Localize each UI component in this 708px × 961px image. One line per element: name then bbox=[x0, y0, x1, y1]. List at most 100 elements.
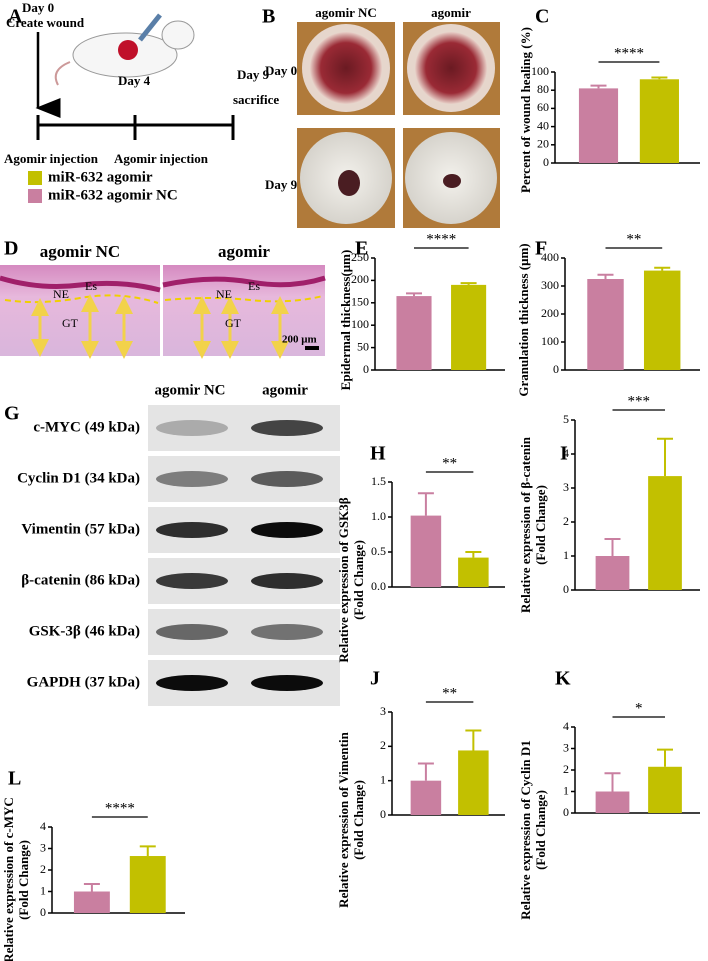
row-label: GSK-3β (46 kDa) bbox=[29, 623, 140, 639]
error-bar bbox=[590, 84, 607, 89]
column-label: agomir NC bbox=[315, 5, 377, 20]
column-label: agomir bbox=[431, 5, 471, 20]
error-bar bbox=[597, 273, 614, 279]
y-tick-label: 400 bbox=[541, 250, 559, 264]
y-tick-label: 300 bbox=[541, 278, 559, 292]
y-tick-label: 80 bbox=[537, 82, 549, 96]
bar bbox=[396, 296, 432, 370]
error-bar bbox=[417, 762, 434, 781]
error-bar bbox=[651, 76, 668, 80]
y-axis-label: (Fold Change) bbox=[351, 780, 366, 860]
y-tick-label: 4 bbox=[563, 446, 569, 460]
row-label: c-MYC (49 kDa) bbox=[33, 419, 140, 435]
y-axis-label: Relative expression of c-MYC bbox=[1, 797, 16, 961]
panel-label: C bbox=[535, 6, 549, 28]
bar bbox=[451, 284, 487, 370]
panel-label: L bbox=[8, 768, 21, 790]
bar bbox=[129, 856, 166, 913]
y-tick-label: 100 bbox=[351, 317, 369, 331]
timeline-text: Day 4 bbox=[118, 73, 151, 88]
legend-swatch bbox=[28, 171, 42, 185]
error-bar bbox=[657, 748, 673, 767]
y-axis-label: Relative expression of Vimentin bbox=[336, 731, 351, 907]
timeline-text: Day 0 bbox=[22, 0, 54, 15]
histo-label: GT bbox=[62, 316, 79, 330]
y-tick-label: 0 bbox=[40, 905, 46, 919]
y-tick-label: 5 bbox=[563, 412, 569, 426]
y-tick-label: 100 bbox=[531, 64, 549, 78]
blot-band bbox=[251, 420, 323, 436]
bar bbox=[648, 766, 682, 813]
histo-label: Es bbox=[248, 279, 260, 293]
y-tick-label: 1 bbox=[563, 548, 569, 562]
panel-label: I bbox=[560, 443, 568, 465]
y-tick-label: 0 bbox=[563, 805, 569, 819]
significance-label: **** bbox=[105, 800, 135, 816]
significance-label: *** bbox=[628, 393, 651, 409]
timeline-text: Create wound bbox=[6, 15, 85, 30]
legend-swatch bbox=[28, 189, 42, 203]
legend-label: miR-632 agomir bbox=[48, 169, 153, 185]
significance-label: ** bbox=[626, 231, 641, 247]
blot-band bbox=[156, 675, 228, 691]
legend-label: miR-632 agomir NC bbox=[48, 187, 178, 203]
column-label: agomir bbox=[262, 382, 308, 398]
y-tick-label: 0 bbox=[553, 362, 559, 376]
row-label: Cyclin D1 (34 kDa) bbox=[17, 470, 140, 486]
bar bbox=[458, 750, 489, 815]
y-tick-label: 3 bbox=[40, 840, 46, 854]
significance-label: * bbox=[635, 700, 643, 716]
bar bbox=[578, 88, 619, 163]
bar bbox=[73, 891, 110, 913]
error-bar bbox=[657, 437, 673, 477]
y-tick-label: 60 bbox=[537, 100, 549, 114]
y-tick-label: 3 bbox=[563, 740, 569, 754]
image-title: agomir bbox=[218, 242, 270, 261]
panel-label: D bbox=[4, 238, 18, 260]
blot-band bbox=[156, 522, 228, 538]
y-tick-label: 3 bbox=[563, 480, 569, 494]
y-tick-label: 1 bbox=[40, 883, 46, 897]
histo-label: Es bbox=[85, 279, 97, 293]
y-tick-label: 2 bbox=[40, 862, 46, 876]
error-bar bbox=[465, 729, 482, 751]
y-tick-label: 150 bbox=[351, 295, 369, 309]
error-bar bbox=[604, 772, 621, 792]
bar bbox=[410, 780, 442, 815]
y-tick-label: 40 bbox=[537, 118, 549, 132]
y-tick-label: 1.0 bbox=[371, 509, 386, 523]
row-label: Vimentin (57 kDa) bbox=[21, 521, 140, 537]
y-axis-label: (Fold Change) bbox=[533, 790, 548, 870]
error-bar bbox=[465, 551, 482, 558]
y-tick-label: 0.5 bbox=[371, 544, 386, 558]
blot-band bbox=[156, 573, 228, 589]
y-axis-label: Granulation thickness (μm) bbox=[516, 243, 531, 396]
blot-band bbox=[251, 573, 323, 589]
timeline-text: sacrifice bbox=[233, 92, 279, 107]
blot-band bbox=[251, 471, 323, 487]
y-tick-label: 50 bbox=[357, 339, 369, 353]
y-axis-label: Percent of wound healing (%) bbox=[518, 27, 533, 193]
blot-band bbox=[156, 471, 228, 487]
blot-band bbox=[251, 624, 323, 640]
histo-label: NE bbox=[216, 287, 232, 301]
blot-band bbox=[156, 624, 228, 640]
panel-label: G bbox=[4, 403, 20, 425]
panel-label: A bbox=[8, 6, 23, 28]
bar bbox=[595, 556, 630, 590]
y-tick-label: 1 bbox=[380, 772, 386, 786]
panel-label: B bbox=[262, 6, 275, 28]
timeline-drawing bbox=[35, 13, 235, 140]
y-tick-label: 250 bbox=[351, 250, 369, 264]
bar bbox=[595, 791, 630, 813]
row-label: Day 9 bbox=[265, 177, 298, 192]
panel-label: E bbox=[355, 238, 368, 260]
error-bar bbox=[604, 538, 621, 556]
y-axis-label: (Fold Change) bbox=[533, 485, 548, 565]
y-tick-label: 2 bbox=[380, 738, 386, 752]
column-label: agomir NC bbox=[155, 382, 226, 398]
y-axis-label: Relative expression of GSK3β bbox=[336, 497, 351, 662]
y-tick-label: 2 bbox=[563, 762, 569, 776]
histo-label: NE bbox=[53, 287, 69, 301]
bar bbox=[643, 270, 681, 370]
